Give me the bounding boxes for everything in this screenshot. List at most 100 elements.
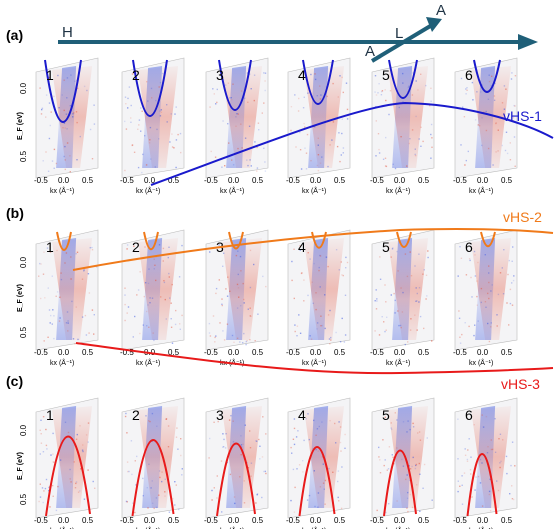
noise-speck — [40, 433, 42, 435]
noise-speck — [142, 153, 144, 156]
noise-speck — [156, 425, 158, 427]
x-tick-label: 0.5 — [334, 176, 346, 185]
noise-speck — [293, 427, 296, 430]
noise-speck — [511, 282, 513, 284]
noise-speck — [236, 307, 239, 309]
noise-speck — [495, 122, 497, 125]
panel-r1-c3: 3 -0.5 0.0 0.5 kx (Å⁻¹) — [204, 57, 269, 195]
noise-speck — [244, 424, 246, 426]
noise-speck — [408, 85, 410, 87]
noise-speck — [477, 320, 479, 322]
noise-speck — [41, 108, 43, 111]
band-curve — [45, 435, 91, 517]
noise-speck — [139, 332, 141, 335]
noise-speck — [127, 470, 129, 473]
noise-speck — [48, 77, 50, 79]
noise-speck — [222, 120, 224, 122]
noise-speck — [346, 118, 349, 120]
noise-speck — [469, 469, 472, 471]
noise-speck — [181, 468, 183, 470]
noise-speck — [406, 507, 408, 509]
noise-speck — [153, 507, 155, 510]
noise-speck — [509, 142, 511, 144]
noise-speck — [39, 453, 41, 455]
noise-speck — [459, 246, 461, 248]
noise-speck — [389, 90, 392, 92]
noise-speck — [77, 338, 79, 341]
noise-speck — [503, 108, 506, 110]
row-a-ylabel: E_F (eV) — [17, 112, 24, 140]
noise-speck — [87, 273, 90, 275]
noise-speck — [124, 294, 126, 296]
noise-speck — [145, 164, 148, 166]
noise-speck — [57, 74, 59, 77]
noise-speck — [402, 82, 404, 84]
noise-speck — [171, 283, 173, 286]
noise-speck — [414, 467, 417, 470]
band-curve — [466, 453, 498, 517]
x-tick-label: 0.5 — [418, 516, 430, 525]
noise-speck — [493, 99, 496, 101]
noise-speck — [256, 170, 258, 172]
noise-speck — [81, 316, 84, 318]
noise-speck — [254, 141, 256, 143]
noise-speck — [263, 147, 265, 149]
noise-speck — [290, 446, 292, 449]
noise-speck — [152, 332, 154, 334]
noise-speck — [73, 112, 75, 114]
noise-speck — [124, 96, 127, 98]
noise-speck — [393, 292, 395, 295]
noise-speck — [501, 102, 504, 104]
band-curve — [396, 231, 412, 248]
noise-speck — [375, 94, 378, 96]
noise-speck — [240, 435, 242, 437]
panel-r2-c3: 3-0.5 0.0 0.5kx (Å⁻¹) — [204, 229, 269, 367]
noise-speck — [402, 465, 405, 467]
noise-speck — [466, 89, 468, 91]
noise-speck — [82, 450, 84, 453]
noise-speck — [263, 470, 265, 473]
intensity-blue — [142, 406, 163, 508]
x-tick-label: 0.5 — [82, 516, 94, 525]
panel-number: 5 — [382, 67, 390, 83]
noise-speck — [155, 279, 157, 282]
noise-speck — [411, 129, 414, 131]
noise-speck — [340, 450, 342, 452]
noise-speck — [476, 295, 478, 298]
noise-speck — [422, 487, 424, 489]
noise-speck — [69, 468, 71, 471]
x-tick-label: -0.5 — [34, 348, 48, 357]
noise-speck — [398, 324, 400, 327]
noise-speck — [174, 113, 176, 115]
noise-speck — [212, 315, 215, 317]
noise-speck — [430, 123, 433, 126]
noise-speck — [42, 160, 44, 162]
noise-speck — [222, 446, 224, 448]
noise-speck — [419, 439, 422, 441]
x-tick-label: 0.5 — [418, 176, 430, 185]
noise-speck — [39, 87, 41, 89]
noise-speck — [511, 304, 514, 306]
noise-speck — [93, 123, 96, 125]
noise-speck — [402, 291, 404, 294]
noise-speck — [466, 87, 468, 89]
noise-speck — [261, 496, 263, 499]
noise-speck — [232, 420, 234, 422]
noise-speck — [307, 92, 309, 94]
noise-speck — [470, 456, 472, 458]
noise-speck — [319, 255, 322, 257]
x-tick-label: -0.5 — [370, 176, 384, 185]
noise-speck — [74, 80, 76, 82]
noise-speck — [212, 88, 214, 90]
noise-speck — [132, 502, 134, 504]
noise-speck — [406, 275, 409, 278]
noise-speck — [425, 298, 427, 300]
noise-speck — [249, 430, 251, 432]
noise-speck — [396, 500, 398, 502]
noise-speck — [461, 484, 463, 486]
noise-speck — [170, 302, 172, 304]
noise-speck — [240, 270, 242, 272]
noise-speck — [313, 262, 315, 265]
noise-speck — [346, 261, 349, 264]
noise-speck — [485, 415, 488, 418]
